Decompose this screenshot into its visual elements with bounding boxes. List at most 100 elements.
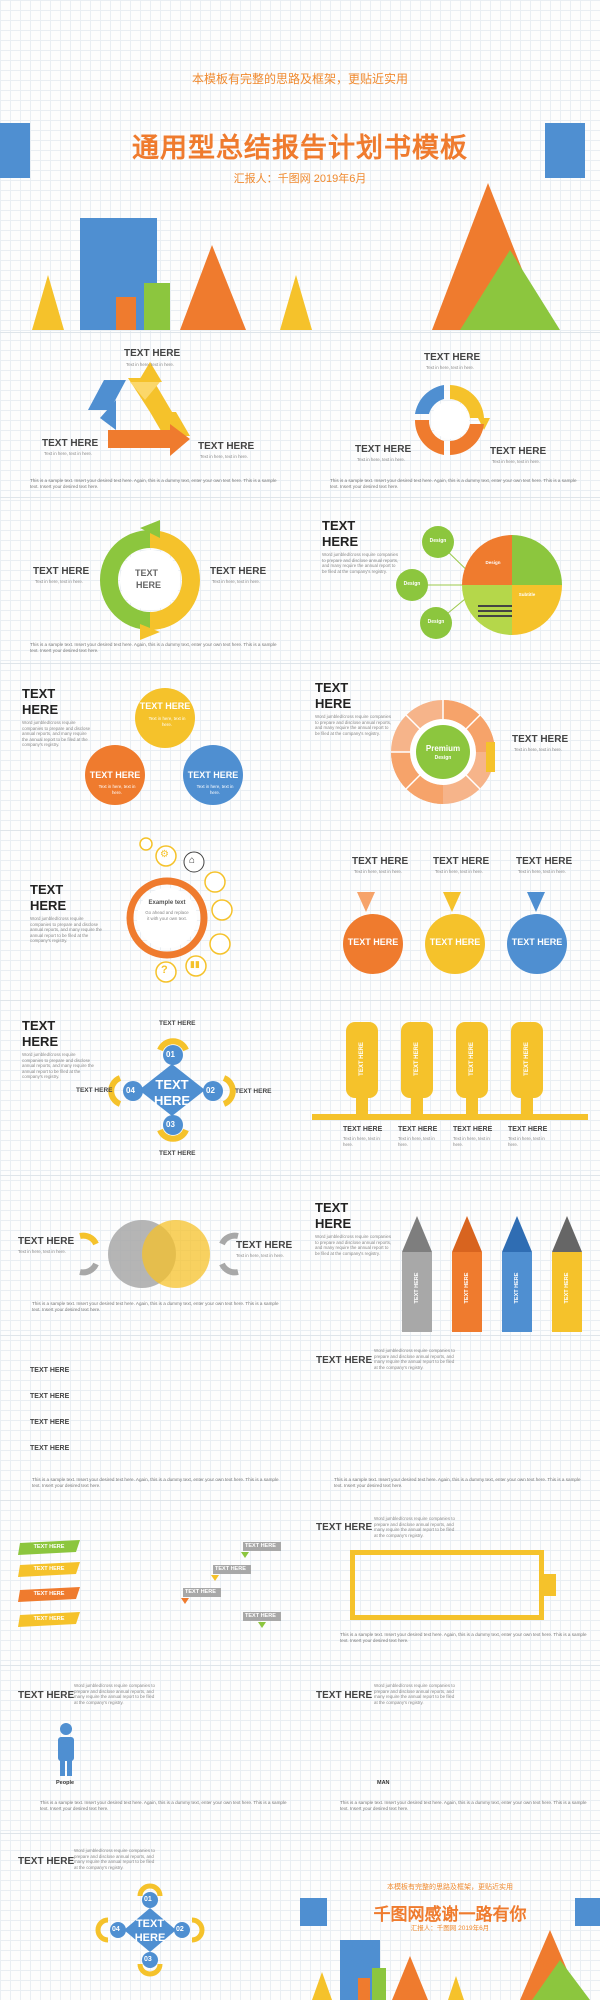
list-item-1: TEXT HERE (30, 1367, 70, 1374)
premium-paragraph: Word jumbled/cross require companies to … (315, 714, 392, 736)
tag-label-3: TEXT HERE (185, 1589, 216, 1595)
pie-label-2: Subtitle (518, 592, 536, 597)
list-item-3: TEXT HERE (30, 1419, 70, 1426)
cross-paragraph: Word jumbled/cross require companies to … (22, 1052, 95, 1079)
circle-left-small: Text in here, text in here. (357, 457, 406, 462)
drop-small-1: Text in here, text in here. (354, 869, 403, 874)
cross-center-here: HERE (153, 1093, 191, 1108)
ring-left-small: Text in here, text in here. (35, 579, 84, 584)
ring-label-right: TEXT HERE (210, 566, 267, 577)
venn-right-small: Text in here, text in here. (236, 1253, 285, 1258)
premium-heading-text: TEXT (315, 680, 349, 695)
recycle-label-right: TEXT HERE (198, 441, 255, 452)
ring-sample-text: This is a sample text. Insert your desir… (30, 642, 277, 653)
thermo-label-4: TEXT HERE (508, 1126, 548, 1133)
ring-label-left: TEXT HERE (33, 566, 90, 577)
tag-label-2: TEXT HERE (215, 1566, 246, 1572)
list-sample-text: This is a sample text. Insert your desir… (32, 1477, 279, 1488)
cover-subtitle: 本模板有完整的思路及框架，更贴近实用 (191, 72, 408, 86)
design-bubble-1: Design (429, 538, 447, 544)
man-caption: MAN (377, 1780, 390, 1786)
block-sample-text: This is a sample text. Insert your desir… (334, 1477, 581, 1488)
battery-cap (544, 1574, 556, 1596)
thermo-label-3: TEXT HERE (453, 1126, 493, 1133)
thermo-label-2: TEXT HERE (398, 1126, 438, 1133)
cross-num-3: 03 (166, 1120, 175, 1129)
battery-sample-text: This is a sample text. Insert your desir… (340, 1632, 587, 1643)
premium-heading-here: HERE (315, 696, 352, 711)
pencils-heading-text: TEXT (315, 1200, 349, 1215)
design-heading-text: TEXT (322, 518, 356, 533)
cross-num-2: 02 (206, 1086, 215, 1095)
recycle-sample-text: This is a sample text. Insert your desir… (30, 478, 277, 489)
ring-center-text: TEXT (135, 568, 159, 578)
cross-label-bottom: TEXT HERE (159, 1150, 196, 1157)
venn-label-left: TEXT HERE (18, 1236, 75, 1247)
thermo-small-1: Text in here, text in here. (343, 1136, 380, 1147)
design-bubble-3: Design (427, 619, 445, 625)
blue-circle-label: TEXT HERE (187, 770, 239, 780)
recycle-right-small: Text in here, text in here. (200, 454, 249, 459)
icons-heading-text: TEXT (30, 882, 64, 897)
cross-heading-here: HERE (22, 1034, 59, 1049)
drop-label-2: TEXT HERE (433, 856, 490, 867)
pie-label-1: Design (485, 560, 501, 565)
tag-label-4: TEXT HERE (245, 1613, 276, 1619)
ending-blue-square-right (575, 1898, 600, 1926)
man-label: TEXT HERE (316, 1690, 373, 1701)
circle-sample-text: This is a sample text. Insert your desir… (330, 478, 577, 489)
premium-center-sub: Design (434, 755, 452, 761)
recycle-left-small: Text in here, text in here. (44, 451, 93, 456)
final-center-here: HERE (134, 1932, 166, 1944)
cross-heading-text: TEXT (22, 1018, 56, 1033)
recycle-label-left: TEXT HERE (42, 438, 99, 449)
chart-icon: ▮▮ (190, 959, 200, 969)
battery-outline (350, 1550, 544, 1620)
design-bubble-2: Design (403, 581, 421, 587)
final-paragraph: Word jumbled/cross require companies to … (74, 1848, 155, 1870)
ribbon-label-2: TEXT HERE (33, 1566, 65, 1572)
list-item-4: TEXT HERE (30, 1445, 70, 1452)
man-sample-text: This is a sample text. Insert your desir… (340, 1800, 587, 1811)
people-paragraph: Word jumbled/cross require companies to … (74, 1683, 155, 1705)
recycle-top-small: Text in here, text in here. (126, 362, 175, 367)
yellow-circle-small: Text in here, text in here. (148, 716, 186, 727)
battery-paragraph: Word jumbled/cross require companies to … (374, 1516, 455, 1538)
question-icon: ? (161, 964, 168, 976)
orange-circle-small: Text in here, text in here. (98, 784, 136, 795)
drop-circle-label-2: TEXT HERE (429, 937, 481, 947)
tag-label-1: TEXT HERE (245, 1543, 276, 1549)
icons-heading-here: HERE (30, 898, 67, 913)
premium-label-right: TEXT HERE (512, 734, 569, 745)
list-item-2: TEXT HERE (30, 1393, 70, 1400)
ending-reporter: 汇报人：千图网 2019年6月 (410, 1925, 490, 1932)
yellow-circle-label: TEXT HERE (139, 701, 191, 711)
drop-label-1: TEXT HERE (352, 856, 409, 867)
block-label: TEXT HERE (316, 1355, 373, 1366)
final-num-2: 02 (176, 1926, 184, 1933)
drop-small-3: Text in here, text in here. (518, 869, 567, 874)
drop-circle-label-3: TEXT HERE (511, 937, 563, 947)
pencils-paragraph: Word jumbled/cross require companies to … (315, 1234, 392, 1256)
premium-right-small: Text in here, text in here. (514, 747, 563, 752)
thermo-small-2: Text in here, text in here. (398, 1136, 435, 1147)
thermo-small-3: Text in here, text in here. (453, 1136, 490, 1147)
recycle-label-top: TEXT HERE (124, 348, 181, 359)
three-heading-text: TEXT (22, 686, 56, 701)
gear-icon: ⚙ (160, 849, 169, 860)
final-center-text: TEXT (135, 1918, 165, 1930)
icons-paragraph: Word jumbled/cross require companies to … (30, 916, 103, 943)
ribbon-label-4: TEXT HERE (33, 1616, 65, 1622)
three-heading-here: HERE (22, 702, 59, 717)
circle-top-small: Text in here, text in here. (426, 365, 475, 370)
circle-label-right: TEXT HERE (490, 446, 547, 457)
